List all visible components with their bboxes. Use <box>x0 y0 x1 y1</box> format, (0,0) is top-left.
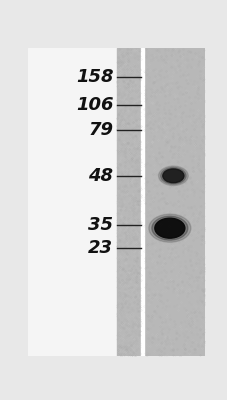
Ellipse shape <box>148 214 190 242</box>
Ellipse shape <box>154 218 184 238</box>
Bar <box>144 48 204 356</box>
Text: 35: 35 <box>88 216 113 234</box>
Bar <box>140 48 144 356</box>
Ellipse shape <box>160 168 185 184</box>
Text: 48: 48 <box>88 167 113 185</box>
Text: 158: 158 <box>76 68 113 86</box>
Text: 106: 106 <box>76 96 113 114</box>
Ellipse shape <box>162 169 183 183</box>
Ellipse shape <box>158 166 188 186</box>
Ellipse shape <box>151 216 187 240</box>
Bar <box>116 48 140 356</box>
Text: 79: 79 <box>88 121 113 139</box>
Text: 23: 23 <box>88 239 113 257</box>
Bar <box>28 48 116 356</box>
